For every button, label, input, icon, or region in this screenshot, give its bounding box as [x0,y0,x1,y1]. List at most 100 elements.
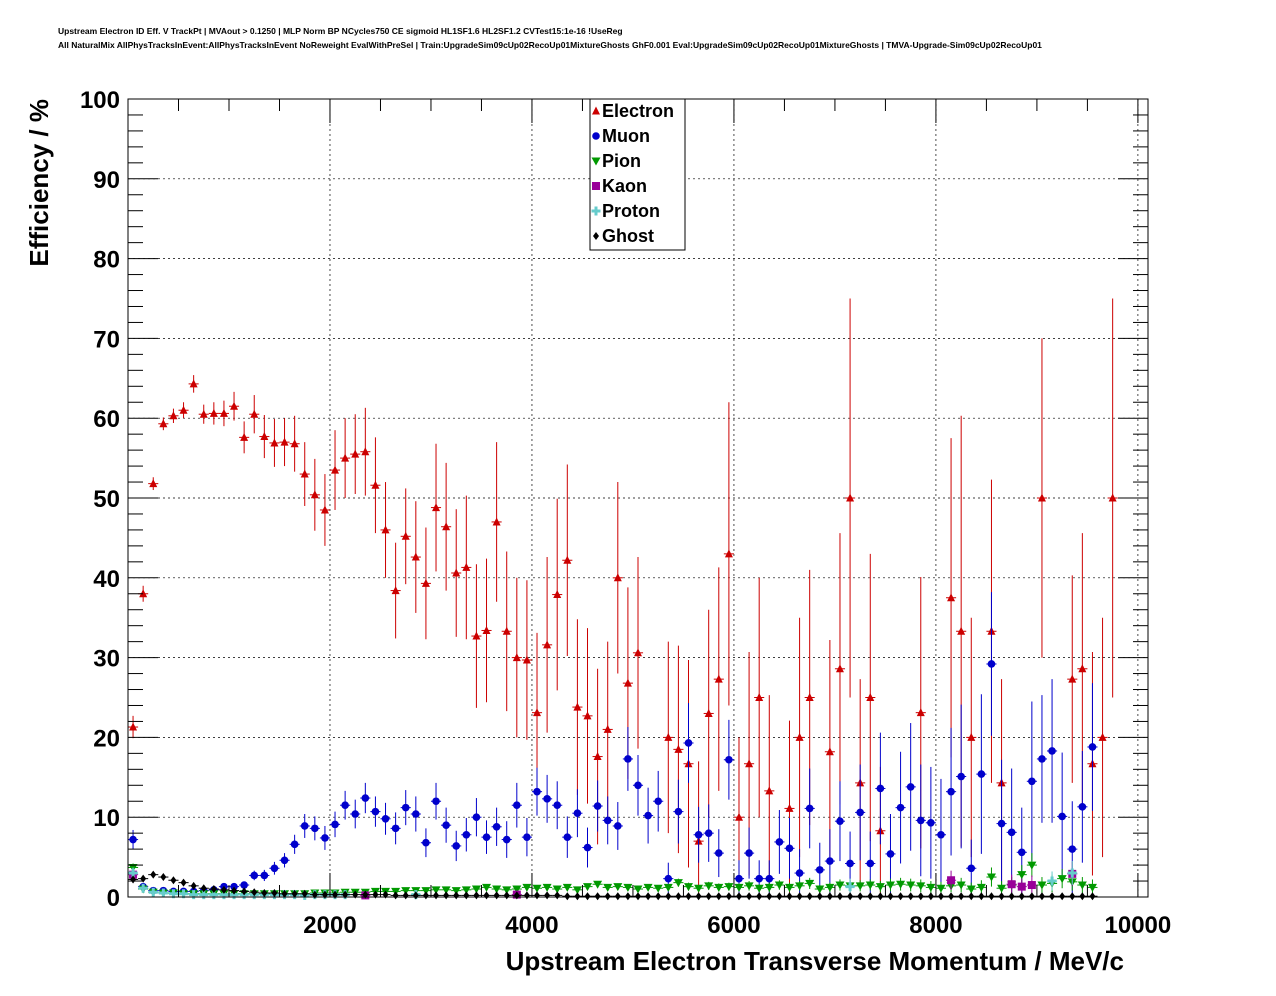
electron-point [452,568,461,577]
electron-point [230,401,239,410]
pion-point [451,887,461,896]
electron-point [300,469,309,478]
muon-point [533,787,541,796]
muon-point [745,849,753,857]
x-tick-label: 10000 [1105,912,1172,939]
muon-point [321,834,329,842]
pion-point [461,886,471,895]
muon-point [725,755,733,764]
ghost-point [624,892,631,901]
y-tick-label: 90 [93,167,120,194]
electron-point [502,626,511,635]
muon-point [381,814,390,823]
ghost-point [887,892,894,901]
x-tick-label: 8000 [909,912,962,939]
kaon-point [947,876,956,885]
pion-point [956,881,966,890]
pion-point [916,882,926,891]
muon-point [603,816,612,825]
electron-point [482,625,491,634]
ghost-point [766,892,773,901]
ghost-point [160,873,167,882]
electron-point [916,708,925,717]
pion-point [522,883,532,892]
muon-point [815,866,824,874]
ghost-point [927,892,934,901]
legend-marker-muon [592,132,600,140]
pion-point [613,883,623,892]
ghost-point [1079,892,1086,901]
pion-point [482,883,492,892]
muon-point [755,874,763,883]
ghost-point [1038,892,1045,901]
electron-point [805,693,814,701]
ghost-point [857,892,864,901]
electron-point [280,437,289,446]
y-tick-label: 50 [93,486,120,513]
muon-point [896,803,905,812]
muon-point [735,874,743,883]
pion-point [1017,871,1027,880]
pion-point [512,885,522,894]
electron-point [492,517,501,526]
electron-point [411,552,420,561]
ghost-point [453,891,460,900]
muon-point [553,801,562,810]
electron-point [401,531,410,540]
electron-point [240,432,249,441]
pion-point [532,884,542,893]
electron-point [785,803,794,812]
muon-point [644,811,652,820]
muon-point [1058,812,1066,821]
ghost-point [271,889,278,898]
electron-point [613,573,622,582]
ghost-point [715,892,722,901]
ghost-point [220,885,227,894]
electron-point [755,693,764,701]
y-tick-label: 30 [93,646,120,673]
pion-point [421,887,431,896]
ghost-point [1008,892,1015,901]
y-tick-label: 0 [107,885,120,912]
muon-point [482,833,491,841]
proton-point [1047,876,1057,886]
ghost-point [604,892,611,901]
axis-ticks [127,98,1148,898]
kaon-point [1027,881,1036,890]
muon-point [452,842,461,850]
electron-point [320,505,329,514]
muon-point [270,864,279,873]
electron-point [866,693,875,701]
pion-point [633,885,643,894]
series-ghost [128,870,1098,901]
pion-point [744,882,754,891]
legend-label-kaon: Kaon [602,176,647,196]
muon-point [684,739,693,747]
ghost-point [1069,892,1076,901]
electron-point [169,411,178,420]
ghost-point [998,892,1005,901]
ghost-point [1018,892,1025,901]
ghost-point [937,892,944,901]
electron-point [139,589,148,598]
muon-point [250,871,259,880]
muon-point [1078,803,1087,811]
muon-point [240,881,248,889]
muon-point [1017,848,1026,857]
muon-point [311,824,319,833]
muon-point [927,818,935,827]
ghost-point [443,891,450,900]
pion-point [623,883,633,892]
ghost-point [836,892,843,901]
electron-point [734,812,743,821]
electron-point [341,453,350,462]
pion-point [784,883,794,892]
pion-point [583,883,593,892]
muon-point [502,835,511,844]
electron-point [351,449,360,458]
muon-point [947,787,955,796]
muon-point [593,802,602,810]
muon-point [331,820,339,829]
muon-point [351,810,360,818]
